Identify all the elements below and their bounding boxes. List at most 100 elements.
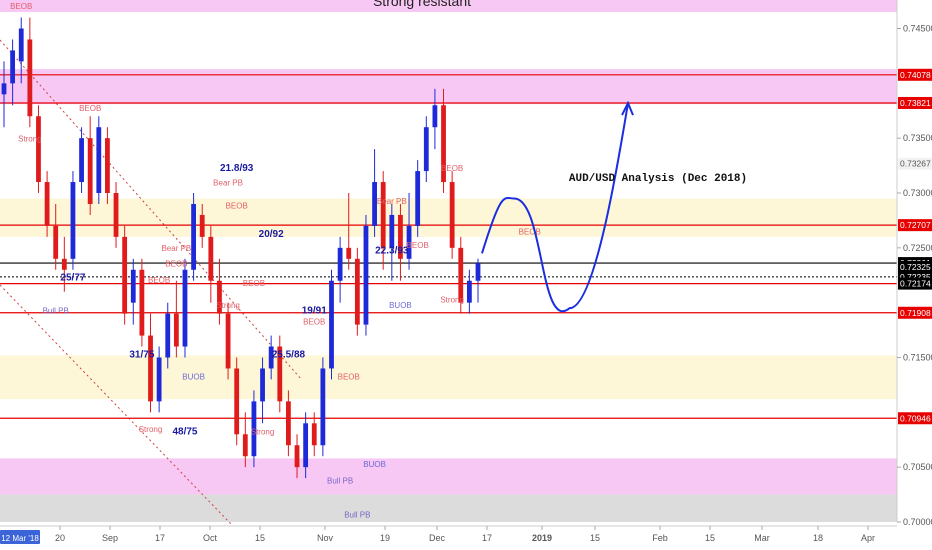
- candle-32: [277, 335, 283, 413]
- price-label-text: 0.72235: [900, 272, 931, 282]
- annotation-11: 48/75: [172, 426, 197, 437]
- candle-25: [217, 258, 222, 325]
- x-tick-label: 15: [255, 533, 265, 543]
- candle-45: [389, 203, 395, 281]
- candle-33: [286, 390, 291, 457]
- annotation-14: BEOB: [226, 201, 248, 210]
- candle-body: [346, 247, 352, 259]
- zone-3: [0, 355, 897, 400]
- zone-layer: [0, 0, 897, 522]
- candle-body: [260, 368, 265, 402]
- candle-body: [199, 214, 205, 237]
- annotation-26: 22.3/93: [375, 245, 409, 256]
- candle-22: [191, 193, 196, 281]
- price-label-bg: [898, 412, 932, 425]
- y-tick-label: 0.70000: [903, 517, 932, 527]
- candle-31: [268, 335, 274, 380]
- x-tick-label: 2019: [532, 533, 552, 543]
- zone-0: [0, 0, 897, 13]
- price-label-text: 0.73821: [900, 98, 931, 108]
- candle-52: [449, 171, 455, 259]
- candle-34: [294, 434, 300, 479]
- candle-29: [251, 390, 257, 468]
- annotation-2: BEOB: [79, 104, 101, 113]
- candle-15: [130, 258, 136, 325]
- candle-36: [311, 412, 317, 457]
- candle-16: [139, 258, 145, 347]
- candle-38: [329, 269, 334, 380]
- candle-body: [208, 236, 214, 281]
- candle-body: [466, 280, 472, 303]
- candle-24: [208, 225, 214, 303]
- candle-body: [415, 171, 421, 226]
- candle-40: [346, 193, 352, 270]
- candle-5: [44, 171, 50, 237]
- annotation-0: BEOB: [10, 2, 32, 11]
- candle-body: [251, 401, 257, 457]
- price-label-0: 0.74078: [898, 68, 932, 81]
- candle-body: [70, 182, 76, 259]
- price-label-3: 0.72707: [898, 219, 932, 232]
- trendline-layer: [0, 39, 303, 526]
- candle-body: [139, 269, 145, 336]
- price-label-bg: [898, 68, 932, 81]
- annotation-13: Bear PB: [213, 178, 243, 187]
- candle-body: [398, 214, 403, 259]
- annotation-16: BEOB: [243, 279, 265, 288]
- candle-body: [303, 423, 309, 468]
- annotation-31: Strong: [440, 296, 464, 305]
- annotation-18: Strong: [251, 427, 275, 436]
- x-tick-label: Nov: [317, 533, 334, 543]
- projection-arrow-icon: [621, 100, 634, 116]
- candle-body: [113, 193, 119, 237]
- x-axis[interactable]: 20 Sep 17 Oct 15 Nov 19 Dec 17 2019 15 Feb 15 Mar 18 Ap…: [0, 525, 897, 544]
- zone-5: [0, 494, 897, 522]
- annotations-layer: BEOB Strong BEOB 25/77 Bull PB 31/75 BUOB Bear …: [10, 2, 541, 520]
- annotation-3: 25/77: [60, 273, 85, 284]
- price-label-bg: [898, 157, 932, 170]
- candle-body: [311, 423, 317, 446]
- candle-body: [475, 263, 481, 281]
- candle-body: [432, 105, 438, 128]
- candle-body: [156, 357, 162, 402]
- candle-body: [294, 445, 300, 468]
- x-tick-label: Oct: [203, 533, 218, 543]
- candle-1: [10, 39, 16, 106]
- candle-49: [423, 116, 429, 183]
- candle-26: [225, 302, 231, 380]
- x-tick-label: 18: [813, 533, 823, 543]
- annotation-29: BUOB: [389, 301, 412, 310]
- candle-body: [130, 269, 136, 303]
- price-label-5: 0.72325: [898, 261, 932, 274]
- price-label-text: 0.70946: [900, 413, 931, 423]
- candle-46: [398, 203, 403, 281]
- candle-35: [303, 412, 309, 479]
- candle-11: [96, 116, 102, 204]
- candle-42: [363, 214, 369, 336]
- candle-10: [87, 116, 93, 215]
- annotation-28: BEOB: [407, 241, 429, 250]
- candle-body: [122, 236, 128, 314]
- trendline-lower: [0, 284, 233, 526]
- annotation-32: BEOB: [519, 228, 541, 237]
- candle-17: [148, 313, 153, 413]
- candle-body: [148, 335, 153, 402]
- candle-body: [10, 50, 16, 84]
- annotation-6: BUOB: [182, 372, 205, 381]
- annotation-12: 21.8/93: [220, 163, 254, 174]
- trendline-upper: [0, 39, 303, 381]
- candle-body: [423, 127, 429, 172]
- x-tick-label: 20: [55, 533, 65, 543]
- candle-7: [61, 236, 67, 292]
- level-lines-layer: [0, 74, 897, 419]
- x-tick-label: Dec: [429, 533, 446, 543]
- candle-14: [122, 225, 128, 325]
- candle-19: [165, 302, 171, 369]
